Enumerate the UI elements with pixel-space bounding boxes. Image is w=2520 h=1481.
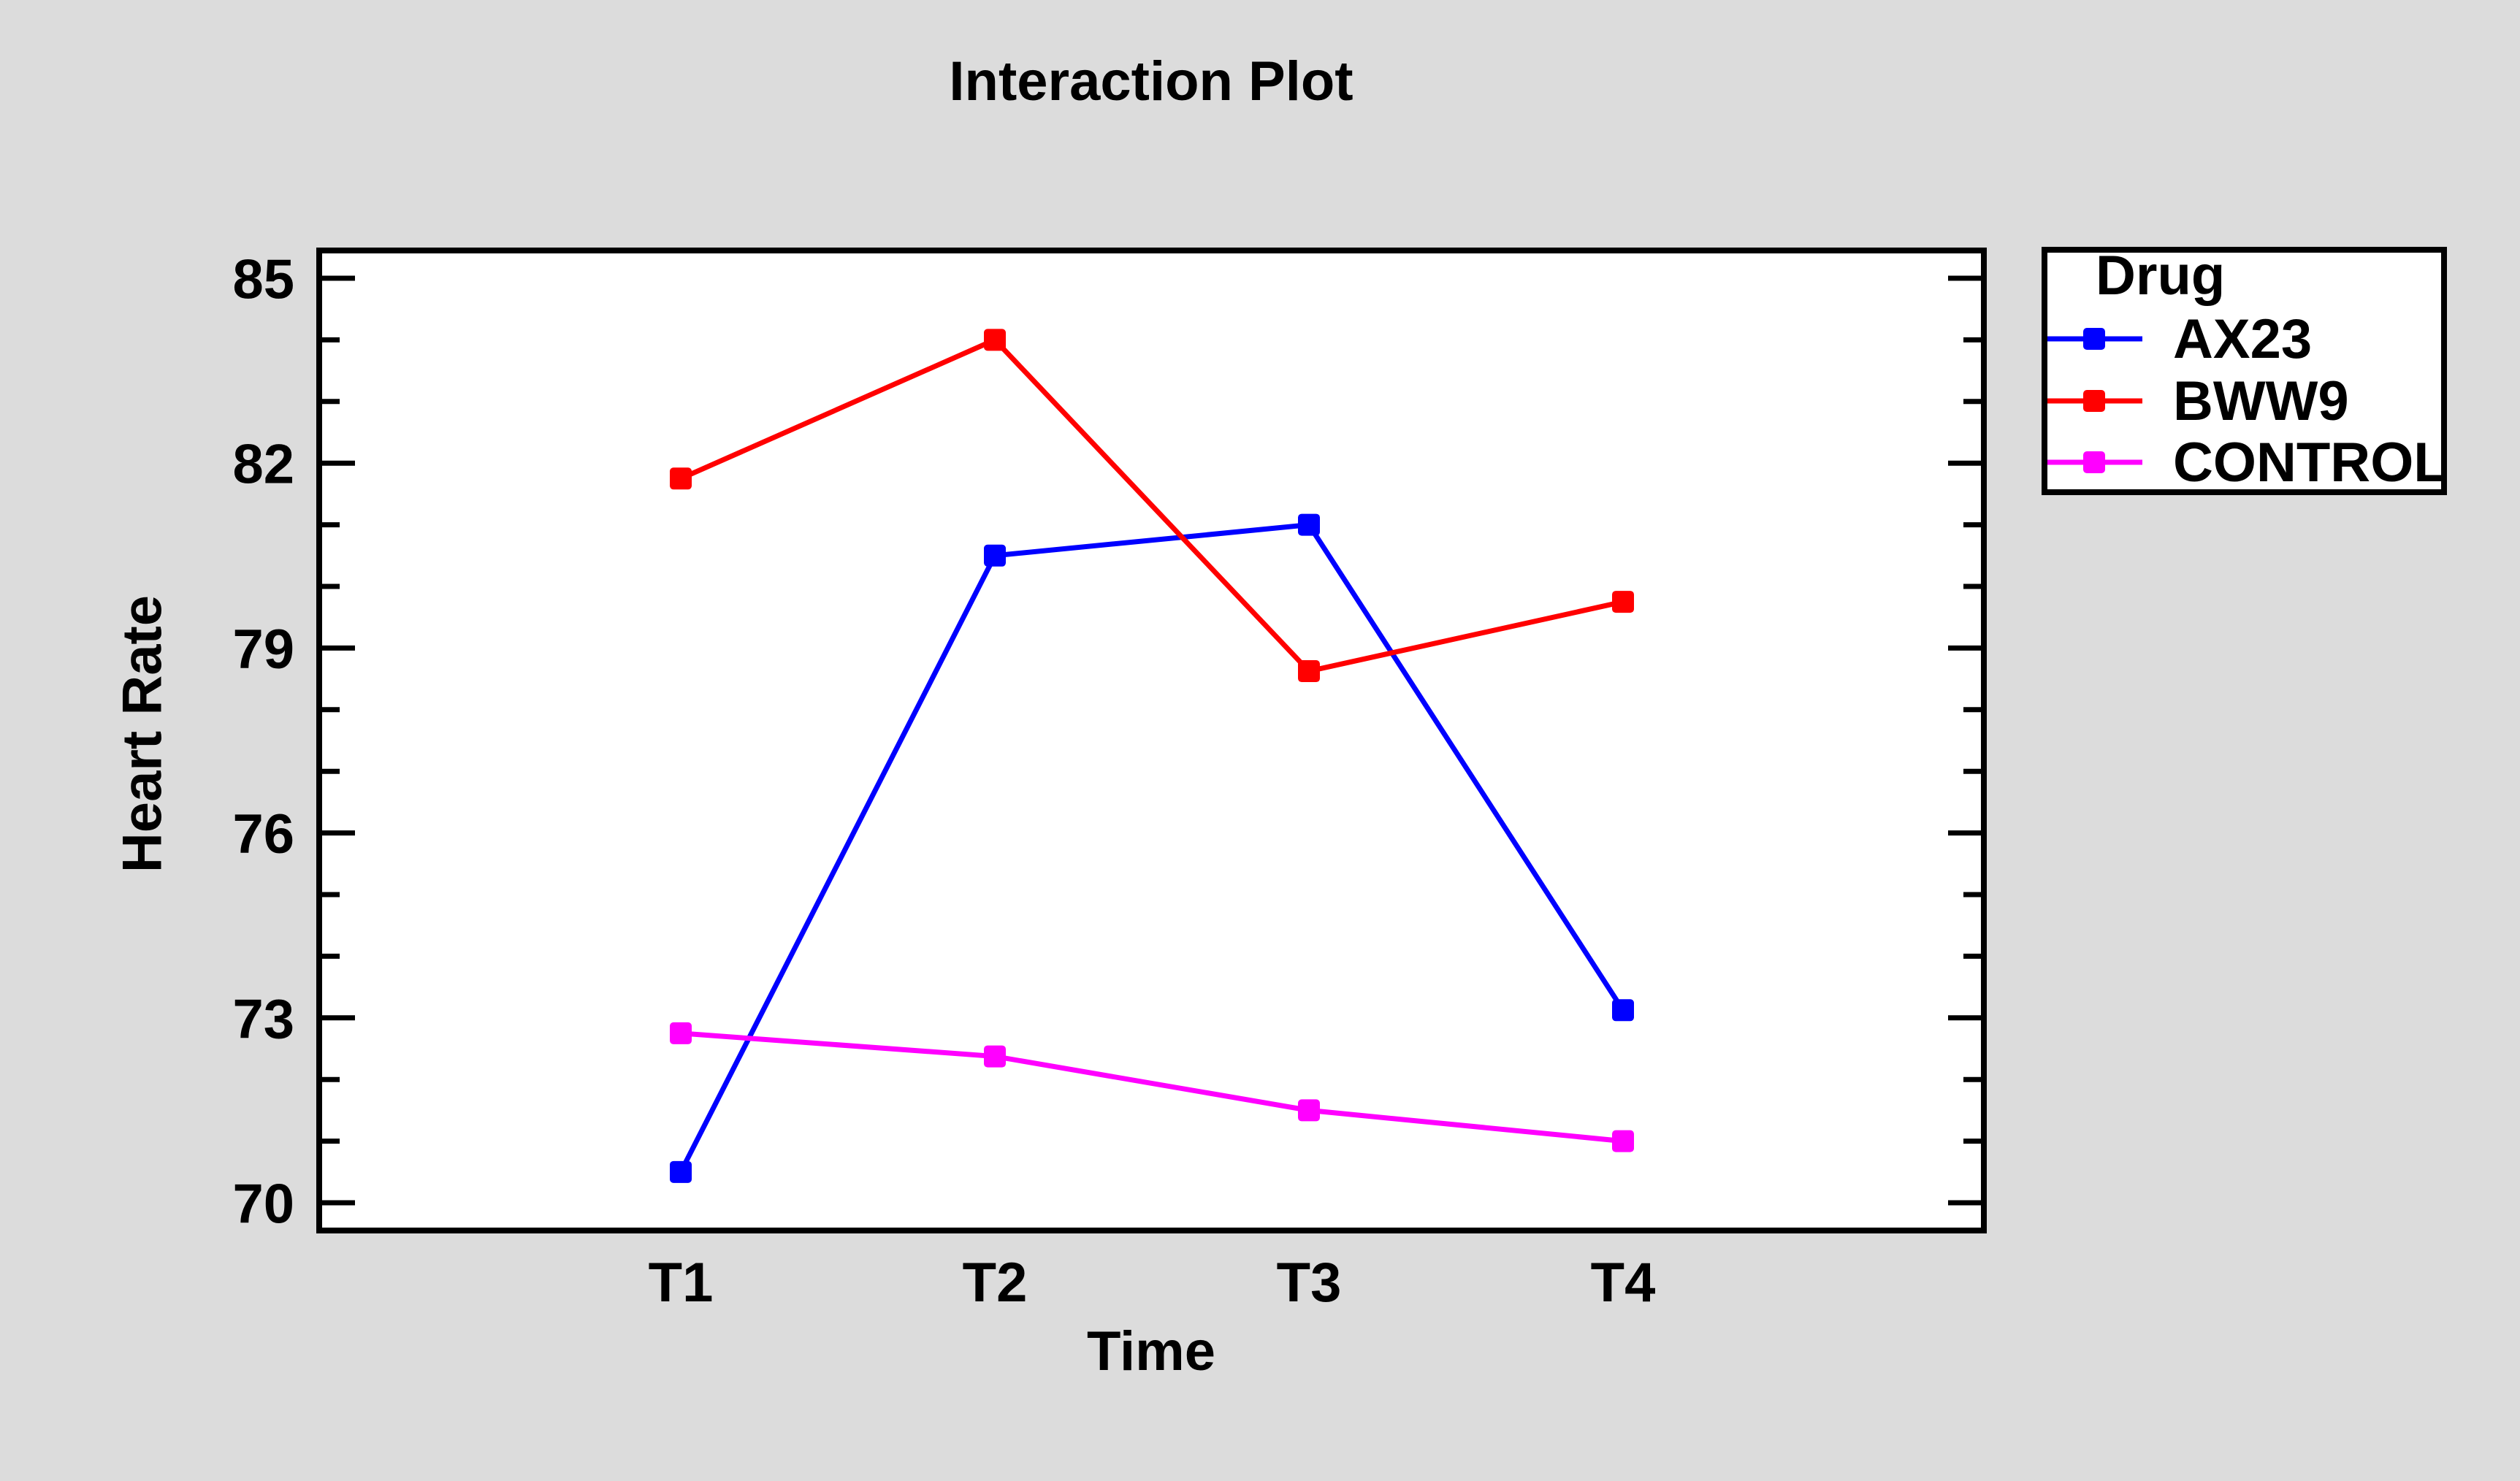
legend-marker-BWW9 — [2083, 389, 2105, 412]
legend-marker-AX23 — [2083, 328, 2105, 350]
legend-label-AX23: AX23 — [2173, 308, 2313, 370]
series-layer — [670, 329, 1634, 1183]
legend-label-BWW9: BWW9 — [2173, 370, 2349, 432]
marker-BWW9-T2 — [984, 329, 1006, 351]
y-tick-label: 82 — [232, 434, 294, 496]
legend-entry-BWW9: BWW9 — [2047, 373, 2441, 429]
series-line-CONTROL — [680, 1030, 1624, 1144]
legend-swatch-CONTROL — [2047, 451, 2142, 473]
x-axis-title: Time — [1087, 1320, 1215, 1382]
x-category-label-T3: T3 — [1277, 1252, 1342, 1314]
legend: Drug AX23 BWW9 CONTROL — [2042, 245, 2448, 495]
marker-AX23-T2 — [984, 544, 1006, 567]
marker-AX23-T4 — [1612, 999, 1634, 1022]
y-tick-label: 79 — [232, 619, 294, 681]
legend-marker-CONTROL — [2083, 451, 2105, 473]
marker-CONTROL-T4 — [1612, 1130, 1634, 1152]
x-axis-labels: T1 T2 T3 T4 — [649, 1252, 1656, 1314]
marker-AX23-T3 — [1298, 513, 1320, 536]
x-category-label-T2: T2 — [963, 1252, 1028, 1314]
x-category-label-T4: T4 — [1591, 1252, 1656, 1314]
plot-frame — [316, 248, 1987, 1233]
marker-AX23-T1 — [670, 1160, 692, 1183]
legend-swatch-AX23 — [2047, 328, 2142, 350]
y-axis-ticks: 70 73 76 79 82 85 — [232, 248, 1981, 1236]
legend-entry-CONTROL: CONTROL — [2047, 435, 2448, 491]
y-tick-label: 85 — [232, 248, 294, 310]
y-tick-label: 70 — [232, 1174, 294, 1236]
y-tick-label: 76 — [232, 803, 294, 865]
marker-CONTROL-T1 — [670, 1022, 692, 1044]
marker-BWW9-T4 — [1612, 591, 1634, 613]
legend-entry-AX23: AX23 — [2047, 311, 2441, 367]
marker-CONTROL-T2 — [984, 1045, 1006, 1068]
y-tick-label: 73 — [232, 988, 294, 1050]
marker-BWW9-T3 — [1298, 660, 1320, 683]
marker-BWW9-T1 — [670, 467, 692, 490]
marker-CONTROL-T3 — [1298, 1099, 1320, 1122]
legend-title: Drug — [2096, 245, 2226, 307]
x-category-label-T1: T1 — [649, 1252, 714, 1314]
chart-title: Interaction Plot — [949, 50, 1353, 112]
y-axis-title: Heart Rate — [112, 595, 174, 873]
legend-swatch-BWW9 — [2047, 389, 2142, 412]
series-line-AX23 — [678, 521, 1625, 1174]
series-line-BWW9 — [679, 337, 1624, 674]
legend-label-CONTROL: CONTROL — [2173, 432, 2448, 494]
